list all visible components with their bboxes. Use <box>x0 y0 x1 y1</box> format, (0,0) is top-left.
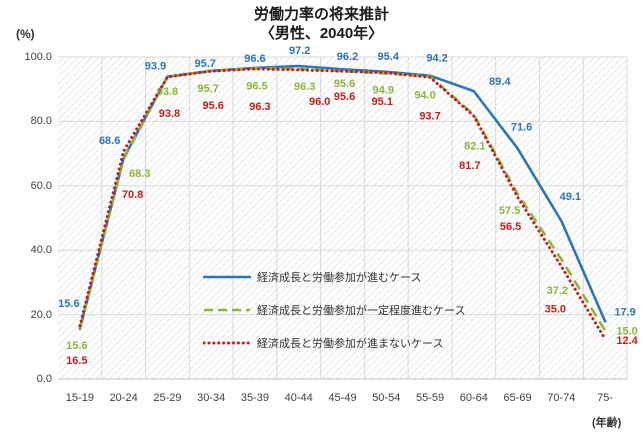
data-label-series1-55-59: 94.0 <box>414 89 435 101</box>
x-tick-label: 45-49 <box>328 392 357 404</box>
data-label-series1-35-39: 96.5 <box>246 80 267 92</box>
data-label-series0-15-19: 15.6 <box>58 298 79 310</box>
data-label-series2-30-34: 95.6 <box>202 100 223 112</box>
data-label-series2-75-: 12.4 <box>616 335 638 347</box>
data-label-series2-70-74: 35.0 <box>545 303 566 315</box>
data-label-series2-45-49: 95.6 <box>334 91 355 103</box>
data-label-series0-20-24: 68.6 <box>99 135 120 147</box>
data-label-series1-60-64: 82.1 <box>464 141 485 153</box>
data-label-series0-60-64: 89.4 <box>489 76 511 88</box>
y-tick-label: 80.0 <box>30 115 52 128</box>
series-line-0 <box>78 64 607 331</box>
y-tick-label: 100.0 <box>24 51 52 63</box>
x-tick-label: 55-59 <box>415 392 445 404</box>
data-label-series1-30-34: 95.7 <box>197 83 218 95</box>
x-tick-label: 60-64 <box>459 392 488 404</box>
data-label-series0-70-74: 49.1 <box>560 191 581 203</box>
data-label-series2-50-54: 95.1 <box>372 96 393 108</box>
data-label-series0-45-49: 96.2 <box>337 51 358 63</box>
data-label-series1-15-19: 15.6 <box>66 340 87 352</box>
data-label-series1-45-49: 95.6 <box>334 78 355 90</box>
x-tick-label: 35-39 <box>240 392 270 404</box>
data-label-series2-65-69: 56.5 <box>500 221 521 233</box>
data-label-series0-25-29: 93.9 <box>145 61 166 73</box>
data-label-series2-60-64: 81.7 <box>459 160 480 172</box>
data-label-series0-65-69: 71.6 <box>511 121 532 133</box>
data-label-series0-75-: 17.9 <box>614 306 635 318</box>
data-label-series2-35-39: 96.3 <box>249 101 270 113</box>
x-axis-unit-label: (年齢) <box>592 417 622 429</box>
data-label-series0-50-54: 95.4 <box>378 51 400 63</box>
plot-background <box>58 57 627 379</box>
legend-line-sample <box>204 308 250 312</box>
data-label-series0-40-44: 97.2 <box>289 45 310 57</box>
legend-item-2: 経済成長と労働参加が進まないケース <box>203 336 443 350</box>
data-label-series0-55-59: 94.2 <box>426 53 447 65</box>
data-label-series1-75-: 15.0 <box>616 326 637 338</box>
legend-line-sample <box>203 341 251 345</box>
legend-label: 経済成長と労働参加が一定程度進むケース <box>257 305 466 317</box>
legend-label: 経済成長と労働参加が進むケース <box>257 272 422 284</box>
x-tick-label: 15-19 <box>65 392 94 404</box>
legend-item-1: 経済成長と労働参加が一定程度進むケース <box>203 303 465 317</box>
x-tick-label: 50-54 <box>372 392 401 404</box>
chart-title-line1: 労働力率の将来推計 <box>253 6 389 23</box>
data-label-series0-35-39: 96.6 <box>244 53 265 65</box>
series-line-2 <box>78 67 607 341</box>
x-tick-label: 20-24 <box>109 392 138 404</box>
legend-line-sample <box>203 275 251 279</box>
data-label-series2-25-29: 93.8 <box>159 108 180 120</box>
chart-title: 労働力率の将来推計 〈男性、2040年〉 <box>0 5 643 43</box>
x-tick-label: 40-44 <box>284 392 313 404</box>
x-tick-label: 30-34 <box>197 392 226 404</box>
x-tick-label: 65-69 <box>503 392 532 404</box>
data-label-series1-70-74: 37.2 <box>547 285 568 297</box>
data-label-series2-40-44: 96.0 <box>309 96 330 108</box>
y-tick-label: 40.0 <box>30 244 52 257</box>
legend-label: 経済成長と労働参加が進まないケース <box>257 338 444 350</box>
x-tick-label: 75- <box>597 392 614 404</box>
x-tick-label: 25-29 <box>153 392 182 404</box>
data-label-series0-30-34: 95.7 <box>194 58 215 70</box>
data-label-series1-20-24: 68.3 <box>129 168 150 180</box>
data-label-series1-50-54: 94.9 <box>373 84 394 96</box>
data-label-series2-55-59: 93.7 <box>419 110 440 122</box>
y-tick-label: 60.0 <box>30 179 52 192</box>
y-tick-label: 20.0 <box>30 308 52 321</box>
legend-item-0: 経済成長と労働参加が進むケース <box>203 270 421 284</box>
data-label-series1-65-69: 57.5 <box>499 205 520 217</box>
y-tick-label: 0.0 <box>36 373 52 385</box>
x-tick-label: 70-74 <box>547 392 576 404</box>
y-axis-unit-label: (%) <box>16 27 35 41</box>
data-label-series1-25-29: 93.8 <box>157 86 178 98</box>
chart-title-line2: 〈男性、2040年〉 <box>259 25 384 42</box>
series-line-1 <box>78 66 607 332</box>
data-label-series2-15-19: 16.5 <box>66 355 87 367</box>
data-label-series2-20-24: 70.8 <box>122 189 143 201</box>
data-label-series1-40-44: 96.3 <box>294 81 315 93</box>
